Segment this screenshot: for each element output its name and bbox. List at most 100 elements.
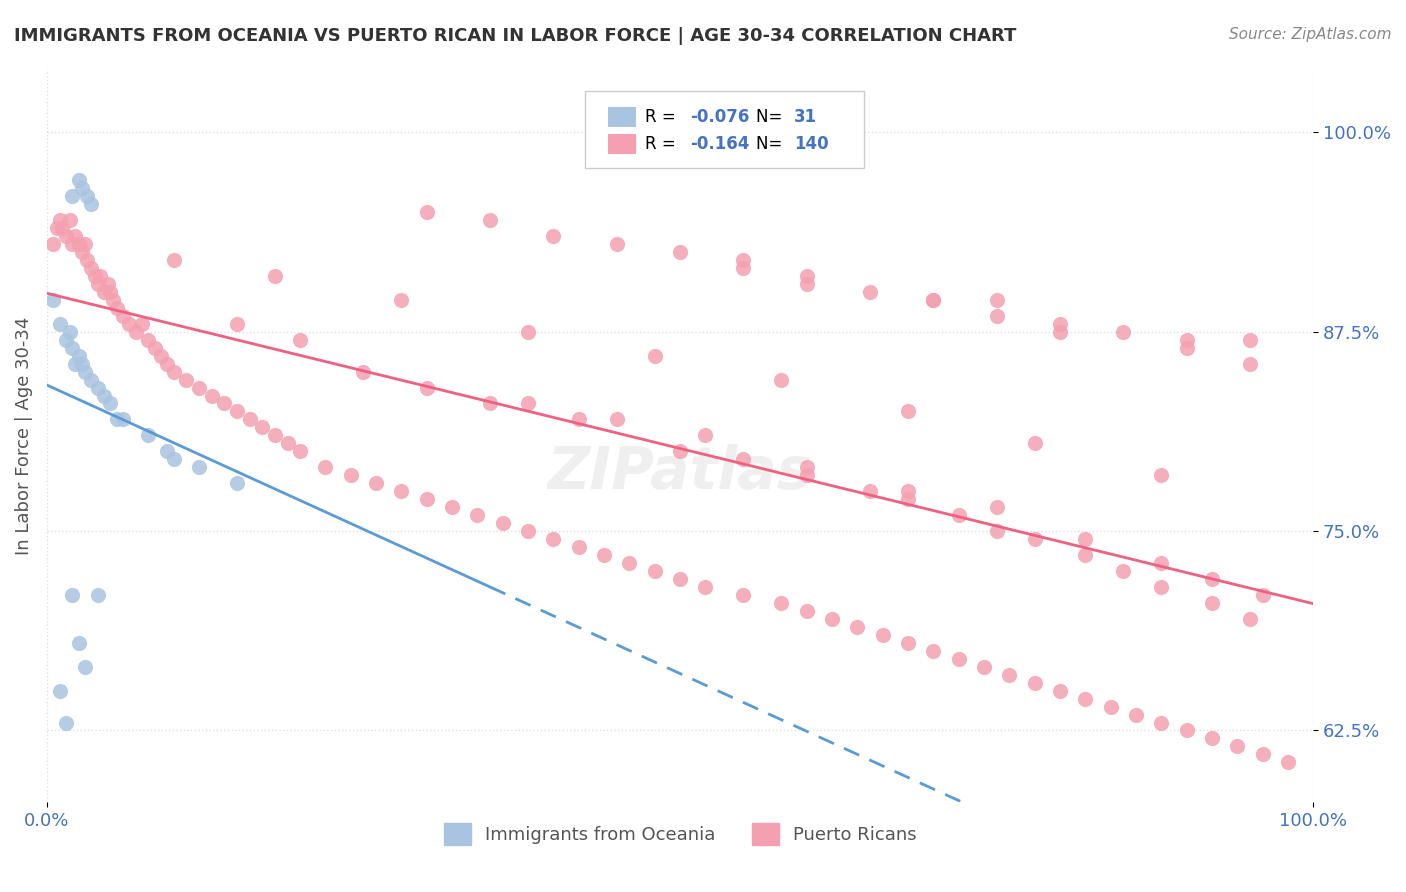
Point [669, 244, 692, 259]
Text: 31: 31 [794, 108, 817, 126]
Point [922, 644, 945, 658]
Point [250, 420, 273, 434]
Point [288, 444, 311, 458]
Point [986, 500, 1008, 515]
FancyBboxPatch shape [585, 90, 863, 168]
Point [55, 229, 77, 244]
Point [136, 333, 159, 347]
Point [86, 277, 108, 291]
Point [391, 484, 413, 499]
Point [225, 404, 247, 418]
Point [1150, 556, 1173, 570]
Point [770, 373, 793, 387]
Point [1175, 723, 1198, 738]
Point [48, 213, 70, 227]
Point [644, 564, 666, 578]
Point [948, 508, 970, 523]
Point [593, 548, 616, 562]
Point [517, 524, 540, 538]
Point [998, 667, 1021, 681]
Point [796, 604, 818, 618]
Point [111, 412, 134, 426]
Point [492, 516, 515, 530]
Point [55, 333, 77, 347]
Point [1049, 325, 1071, 339]
Point [174, 373, 197, 387]
Point [156, 357, 179, 371]
Point [60, 189, 83, 203]
Point [187, 380, 209, 394]
Point [136, 428, 159, 442]
Point [111, 309, 134, 323]
Point [517, 396, 540, 410]
Point [67, 349, 90, 363]
Point [1226, 739, 1249, 754]
Point [606, 412, 628, 426]
Point [98, 396, 121, 410]
Point [1150, 468, 1173, 483]
FancyBboxPatch shape [607, 134, 636, 154]
Point [93, 388, 115, 402]
Point [1175, 333, 1198, 347]
Point [796, 268, 818, 283]
Point [416, 492, 439, 507]
Point [263, 428, 285, 442]
Point [162, 452, 184, 467]
Point [238, 412, 260, 426]
Point [84, 268, 107, 283]
Point [1049, 317, 1071, 331]
Point [1239, 333, 1261, 347]
Text: R =: R = [644, 108, 681, 126]
Point [441, 500, 464, 515]
Point [1277, 756, 1299, 770]
Text: R =: R = [644, 135, 681, 153]
Point [1112, 325, 1135, 339]
Point [897, 492, 920, 507]
Point [93, 285, 115, 299]
Point [897, 636, 920, 650]
Point [733, 588, 755, 602]
Point [973, 659, 995, 673]
Text: IMMIGRANTS FROM OCEANIA VS PUERTO RICAN IN LABOR FORCE | AGE 30-34 CORRELATION C: IMMIGRANTS FROM OCEANIA VS PUERTO RICAN … [14, 27, 1017, 45]
Point [695, 428, 717, 442]
Point [105, 412, 128, 426]
Text: 140: 140 [794, 135, 828, 153]
Point [897, 404, 920, 418]
Point [86, 588, 108, 602]
Point [225, 476, 247, 491]
Point [986, 293, 1008, 307]
Point [986, 524, 1008, 538]
Point [467, 508, 489, 523]
Legend: Immigrants from Oceania, Puerto Ricans: Immigrants from Oceania, Puerto Ricans [443, 822, 917, 845]
Text: Source: ZipAtlas.com: Source: ZipAtlas.com [1229, 27, 1392, 42]
Point [1239, 357, 1261, 371]
Point [733, 252, 755, 267]
Text: -0.164: -0.164 [690, 135, 749, 153]
Point [263, 268, 285, 283]
Point [60, 341, 83, 355]
Point [80, 197, 103, 211]
Point [73, 659, 96, 673]
Point [669, 572, 692, 586]
Point [770, 596, 793, 610]
Point [543, 229, 565, 244]
Point [619, 556, 641, 570]
Point [1074, 691, 1097, 706]
Point [48, 683, 70, 698]
Text: ZIPatlas: ZIPatlas [548, 443, 813, 500]
Point [225, 317, 247, 331]
Point [391, 293, 413, 307]
Point [796, 460, 818, 475]
Point [1099, 699, 1122, 714]
Point [733, 260, 755, 275]
Point [1024, 675, 1046, 690]
Point [143, 341, 166, 355]
Point [72, 357, 94, 371]
Point [212, 396, 235, 410]
Point [606, 237, 628, 252]
Point [796, 468, 818, 483]
Point [48, 317, 70, 331]
Point [897, 484, 920, 499]
Point [416, 380, 439, 394]
Point [669, 444, 692, 458]
